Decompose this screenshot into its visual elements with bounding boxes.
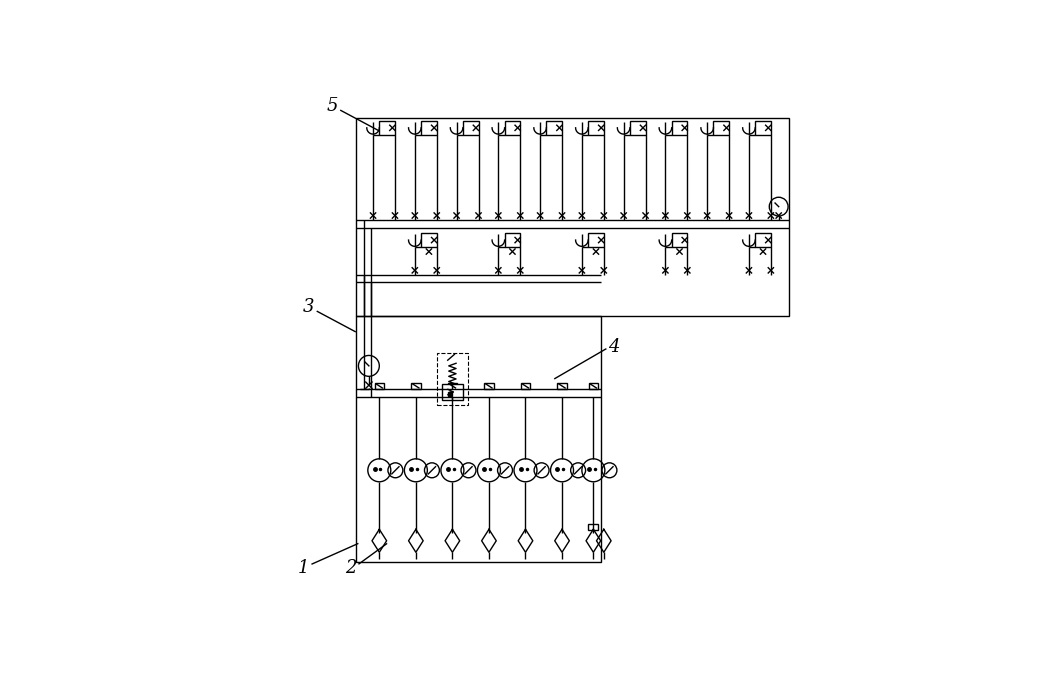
Bar [588,121,604,135]
Bar [375,382,384,389]
Bar [448,382,457,389]
Bar [630,121,645,135]
Text: 1: 1 [298,559,310,577]
Bar [672,121,688,135]
Text: 5: 5 [327,98,338,115]
Text: 2: 2 [345,559,356,577]
Bar [463,121,479,135]
Bar [421,233,437,247]
Bar [412,382,420,389]
Bar [421,121,437,135]
Bar [380,121,395,135]
Bar [589,382,598,389]
Bar [755,121,771,135]
Bar [588,233,604,247]
Text: 3: 3 [303,298,314,316]
Bar [521,382,530,389]
Bar [557,382,567,389]
Bar [713,121,729,135]
Bar [442,384,463,400]
Bar [355,316,602,561]
Bar [755,233,771,247]
Bar [546,121,562,135]
Bar [484,382,493,389]
Text: 4: 4 [609,338,620,355]
Bar [672,233,688,247]
Bar [505,121,520,135]
Bar [505,233,520,247]
Bar [355,118,789,316]
Bar [588,523,597,530]
Bar [437,353,468,405]
